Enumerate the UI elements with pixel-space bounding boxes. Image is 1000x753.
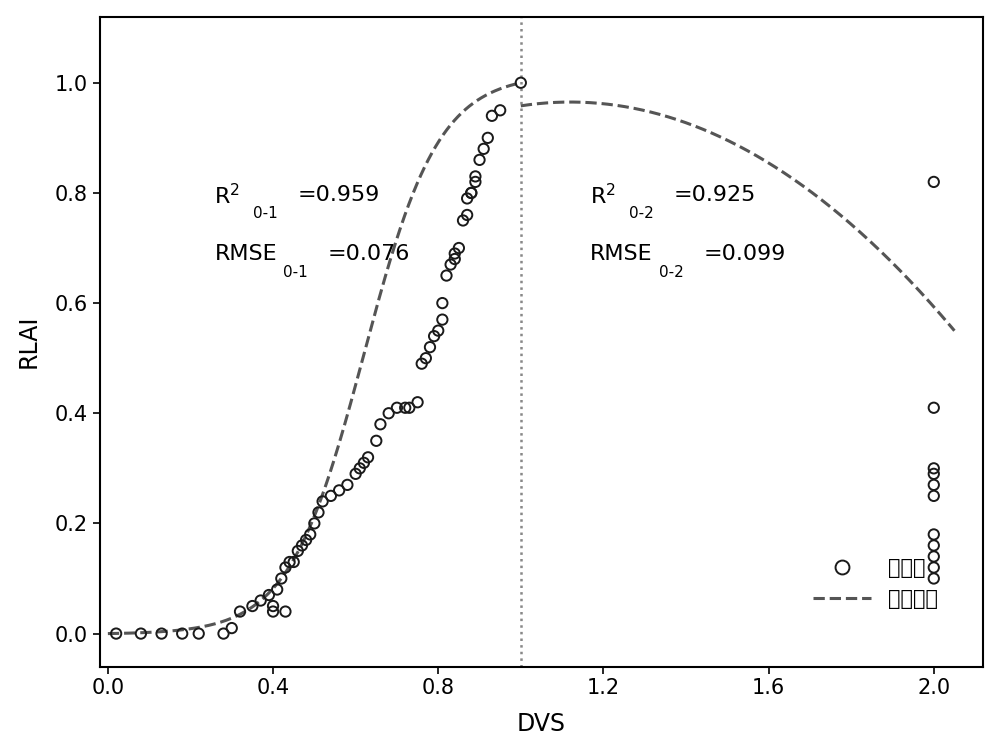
- Point: [451, 242, 467, 254]
- Text: =0.099: =0.099: [703, 244, 786, 264]
- Point: [352, 462, 368, 474]
- Point: [397, 402, 413, 414]
- Point: [459, 193, 475, 205]
- Point: [484, 110, 500, 122]
- Point: [261, 589, 277, 601]
- Point: [463, 187, 479, 199]
- Point: [422, 341, 438, 353]
- Point: [215, 627, 231, 639]
- Point: [414, 358, 430, 370]
- Point: [434, 313, 450, 325]
- Point: [434, 297, 450, 309]
- Point: [401, 402, 417, 414]
- Point: [443, 258, 459, 270]
- Point: [513, 77, 529, 89]
- Point: [331, 484, 347, 496]
- Point: [298, 534, 314, 546]
- Point: [926, 176, 942, 188]
- Point: [430, 325, 446, 337]
- Point: [455, 215, 471, 227]
- Point: [459, 209, 475, 221]
- Text: 0-2: 0-2: [629, 206, 654, 221]
- Point: [244, 600, 260, 612]
- Point: [191, 627, 207, 639]
- Point: [323, 490, 339, 502]
- Text: =0.076: =0.076: [328, 244, 410, 264]
- Point: [926, 479, 942, 491]
- Point: [438, 270, 454, 282]
- Point: [926, 572, 942, 584]
- Text: $\mathregular{R^2}$: $\mathregular{R^2}$: [214, 183, 240, 208]
- Point: [926, 490, 942, 502]
- Text: 0-1: 0-1: [283, 264, 308, 279]
- X-axis label: DVS: DVS: [517, 712, 566, 736]
- Point: [277, 562, 293, 574]
- Point: [368, 434, 384, 447]
- Point: [447, 248, 463, 260]
- Point: [294, 539, 310, 551]
- Point: [381, 407, 397, 419]
- Legend: 观测値, 拟合曲线: 观测値, 拟合曲线: [805, 550, 946, 617]
- Point: [472, 154, 488, 166]
- Point: [926, 550, 942, 562]
- Point: [286, 556, 302, 568]
- Point: [269, 584, 285, 596]
- Point: [492, 104, 508, 116]
- Point: [463, 187, 479, 199]
- Text: RMSE: RMSE: [590, 244, 653, 264]
- Point: [360, 451, 376, 463]
- Point: [306, 517, 322, 529]
- Point: [926, 462, 942, 474]
- Point: [467, 176, 483, 188]
- Text: =0.959: =0.959: [298, 185, 380, 206]
- Point: [926, 539, 942, 551]
- Text: RMSE: RMSE: [214, 244, 277, 264]
- Point: [302, 529, 318, 541]
- Point: [926, 468, 942, 480]
- Point: [926, 402, 942, 414]
- Point: [372, 418, 388, 430]
- Text: =0.925: =0.925: [673, 185, 756, 206]
- Point: [426, 330, 442, 342]
- Point: [108, 627, 124, 639]
- Point: [290, 545, 306, 557]
- Point: [224, 622, 240, 634]
- Point: [418, 352, 434, 364]
- Point: [926, 529, 942, 541]
- Text: $\mathregular{R^2}$: $\mathregular{R^2}$: [590, 183, 616, 208]
- Point: [232, 605, 248, 617]
- Point: [310, 506, 326, 518]
- Text: 0-2: 0-2: [659, 264, 684, 279]
- Point: [480, 132, 496, 144]
- Point: [389, 402, 405, 414]
- Point: [277, 605, 293, 617]
- Point: [447, 253, 463, 265]
- Point: [926, 562, 942, 574]
- Point: [282, 556, 298, 568]
- Point: [133, 627, 149, 639]
- Point: [467, 170, 483, 182]
- Point: [476, 143, 492, 155]
- Point: [154, 627, 170, 639]
- Point: [265, 600, 281, 612]
- Point: [273, 572, 289, 584]
- Point: [348, 468, 364, 480]
- Y-axis label: RLAI: RLAI: [17, 315, 41, 368]
- Point: [410, 396, 426, 408]
- Point: [356, 457, 372, 469]
- Point: [315, 495, 331, 508]
- Point: [174, 627, 190, 639]
- Point: [253, 595, 269, 607]
- Point: [339, 479, 355, 491]
- Text: 0-1: 0-1: [253, 206, 278, 221]
- Point: [265, 605, 281, 617]
